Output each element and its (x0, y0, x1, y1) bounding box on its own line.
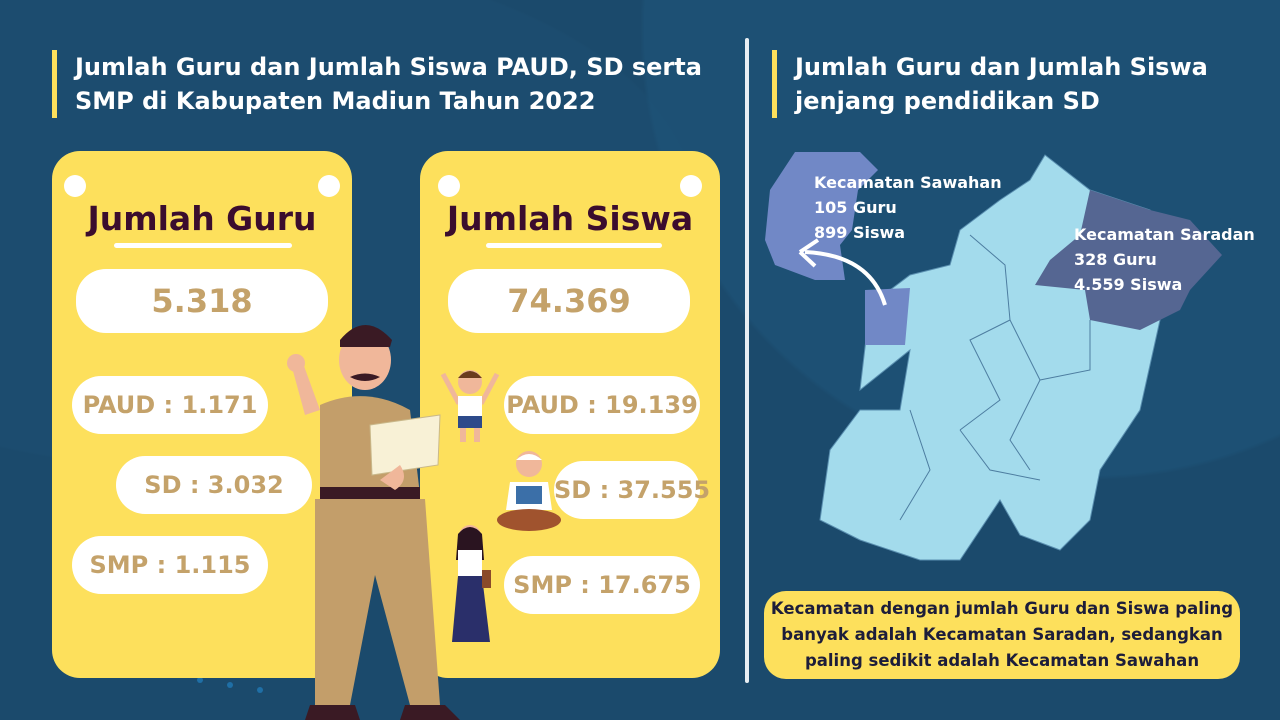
guru-card-title: Jumlah Guru (87, 199, 317, 238)
sawahan-siswa: 899 Siswa (814, 223, 906, 242)
guru-sd: SD : 3.032 (116, 456, 312, 514)
map-district-saradan (1035, 190, 1222, 330)
arrow-icon (804, 250, 887, 306)
siswa-total: 74.369 (448, 269, 690, 333)
guru-smp: SMP : 1.115 (72, 536, 268, 594)
arrow-head-icon (798, 238, 820, 268)
student-girl-illustration (452, 525, 491, 642)
siswa-smp: SMP : 17.675 (504, 556, 700, 614)
student-boy-illustration (440, 370, 500, 442)
siswa-card: Jumlah Siswa 74.369 PAUD : 19.139 SD : 3… (420, 151, 720, 678)
siswa-card-title: Jumlah Siswa (446, 199, 694, 238)
title-underline (114, 243, 292, 248)
siswa-sd: SD : 37.555 (554, 461, 710, 519)
guru-paud: PAUD : 1.171 (72, 376, 268, 434)
divider (745, 38, 749, 683)
sawahan-label: Kecamatan Sawahan 105 Guru 899 Siswa (814, 170, 1002, 245)
sawahan-guru: 105 Guru (814, 198, 897, 217)
card-hole (438, 175, 460, 197)
map-district-borders (899, 234, 1091, 521)
title-underline (486, 243, 662, 248)
left-title: Jumlah Guru dan Jumlah Siswa PAUD, SD se… (52, 50, 712, 118)
card-hole (680, 175, 702, 197)
right-title: Jumlah Guru dan Jumlah Siswa jenjang pen… (772, 50, 1232, 118)
summary-note: Kecamatan dengan jumlah Guru dan Siswa p… (764, 591, 1240, 679)
student-reading-illustration (497, 451, 561, 531)
teacher-illustration (287, 325, 460, 720)
map-district-sawahan (765, 152, 910, 345)
card-hole (64, 175, 86, 197)
saradan-guru: 328 Guru (1074, 250, 1157, 269)
guru-card: Jumlah Guru 5.318 PAUD : 1.171 SD : 3.03… (52, 151, 352, 678)
saradan-name: Kecamatan Saradan (1074, 225, 1255, 244)
saradan-siswa: 4.559 Siswa (1074, 275, 1183, 294)
card-hole (318, 175, 340, 197)
siswa-paud: PAUD : 19.139 (504, 376, 700, 434)
guru-total: 5.318 (76, 269, 328, 333)
madiun-map (765, 152, 1222, 561)
saradan-label: Kecamatan Saradan 328 Guru 4.559 Siswa (1074, 222, 1255, 297)
sawahan-name: Kecamatan Sawahan (814, 173, 1002, 192)
